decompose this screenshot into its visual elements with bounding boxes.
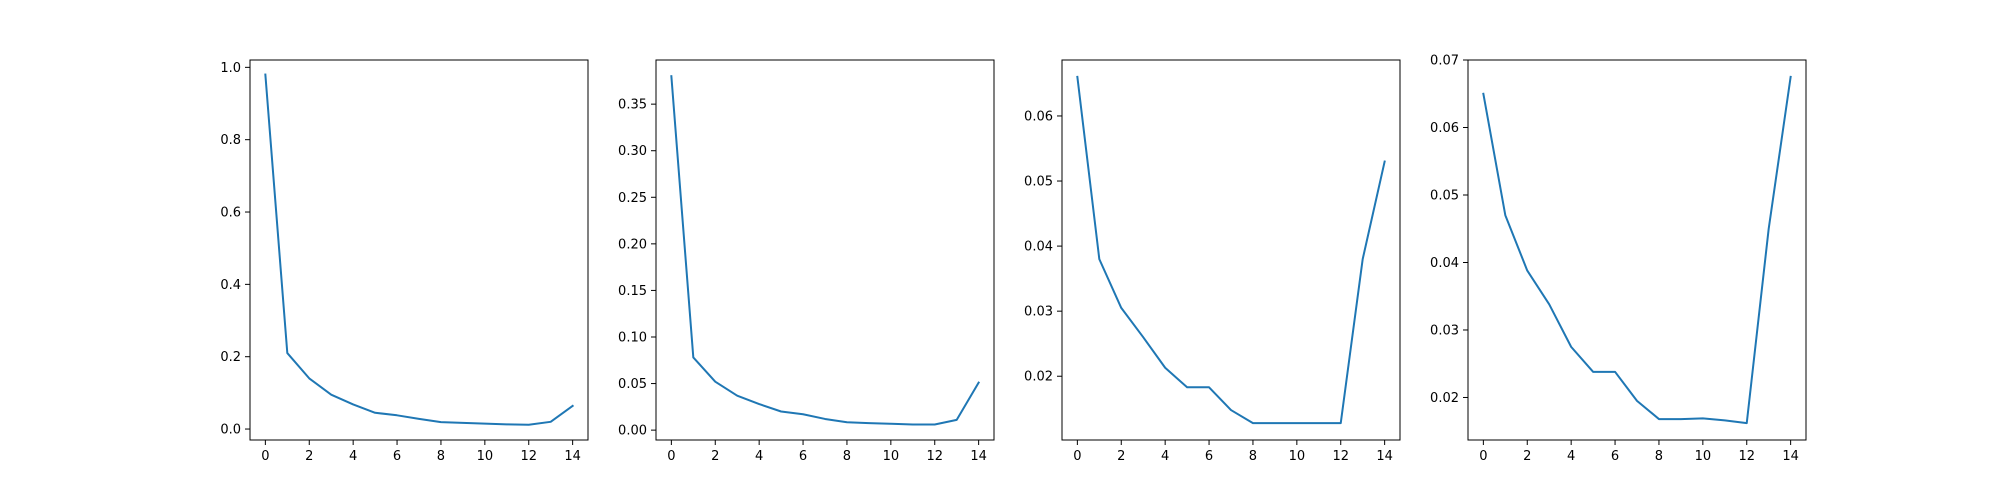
y-tick-label: 0.15 xyxy=(618,284,647,299)
x-tick-label: 0 xyxy=(1073,449,1081,464)
y-tick-label: 0.04 xyxy=(1430,256,1459,271)
x-tick-label: 12 xyxy=(520,449,537,464)
x-tick-label: 2 xyxy=(711,449,719,464)
y-tick-label: 1.0 xyxy=(220,61,241,76)
x-tick-label: 10 xyxy=(1289,449,1306,464)
x-tick-label: 4 xyxy=(1567,449,1575,464)
y-tick-label: 0.10 xyxy=(618,330,647,345)
x-tick-label: 12 xyxy=(1738,449,1755,464)
x-tick-label: 10 xyxy=(883,449,900,464)
x-tick-label: 6 xyxy=(393,449,401,464)
series-line xyxy=(1076,75,1386,425)
x-tick-label: 4 xyxy=(755,449,763,464)
y-tick-label: 0.05 xyxy=(1024,175,1053,190)
x-tick-label: 6 xyxy=(1611,449,1619,464)
plot-frame xyxy=(1467,59,1807,441)
x-tick-label: 14 xyxy=(970,449,987,464)
y-tick-label: 0.00 xyxy=(618,424,647,439)
y-tick-label: 0.02 xyxy=(1024,370,1053,385)
series-line xyxy=(264,73,575,426)
x-tick-label: 2 xyxy=(1523,449,1531,464)
x-tick-label: 14 xyxy=(1782,449,1799,464)
y-tick-label: 0.03 xyxy=(1430,323,1459,338)
series-line xyxy=(1482,75,1792,425)
plot-frame xyxy=(1061,59,1401,441)
y-tick-label: 0.6 xyxy=(220,206,241,221)
y-tick-label: 0.35 xyxy=(618,98,647,113)
y-tick-label: 0.03 xyxy=(1024,305,1053,320)
x-tick-label: 10 xyxy=(1695,449,1712,464)
x-tick-label: 10 xyxy=(477,449,494,464)
y-tick-label: 0.06 xyxy=(1024,109,1053,124)
x-tick-label: 8 xyxy=(843,449,851,464)
x-tick-label: 4 xyxy=(1161,449,1169,464)
y-tick-label: 0.05 xyxy=(1430,188,1459,203)
y-tick-label: 0.4 xyxy=(220,278,241,293)
x-tick-label: 2 xyxy=(305,449,313,464)
y-tick-label: 0.30 xyxy=(618,144,647,159)
x-tick-label: 8 xyxy=(1655,449,1663,464)
x-tick-label: 14 xyxy=(1376,449,1393,464)
y-tick-label: 0.04 xyxy=(1024,240,1053,255)
y-tick-label: 0.06 xyxy=(1430,121,1459,136)
x-tick-label: 4 xyxy=(349,449,357,464)
y-tick-label: 0.8 xyxy=(220,133,241,148)
x-tick-label: 6 xyxy=(799,449,807,464)
x-tick-label: 8 xyxy=(437,449,445,464)
x-tick-label: 8 xyxy=(1249,449,1257,464)
y-tick-label: 0.20 xyxy=(618,237,647,252)
y-tick-label: 0.05 xyxy=(618,377,647,392)
chart-panel-3: 0 2 4 6 8 10 12 14 0.02 0.03 0.04 0.05 0.06 xyxy=(1024,59,1401,464)
x-tick-label: 12 xyxy=(926,449,943,464)
x-tick-label: 12 xyxy=(1332,449,1349,464)
x-tick-label: 0 xyxy=(261,449,269,464)
chart-panel-2: 0 2 4 6 8 10 12 14 0.00 0.05 0.10 0.15 0.20 0.25 0.30 0… xyxy=(618,59,995,464)
x-tick-label: 6 xyxy=(1205,449,1213,464)
x-tick-label: 0 xyxy=(1479,449,1487,464)
plot-frame xyxy=(249,59,589,441)
x-tick-label: 0 xyxy=(667,449,675,464)
y-tick-label: 0.02 xyxy=(1430,391,1459,406)
plot-frame xyxy=(655,59,995,441)
y-tick-label: 0.07 xyxy=(1430,54,1459,69)
series-line xyxy=(670,75,981,426)
y-tick-label: 0.25 xyxy=(618,191,647,206)
x-tick-label: 14 xyxy=(564,449,581,464)
x-tick-label: 2 xyxy=(1117,449,1125,464)
chart-panel-4: 0 2 4 6 8 10 12 14 0.02 0.03 0.04 0.05 0.06 0.07 xyxy=(1430,54,1807,464)
y-tick-label: 0.0 xyxy=(220,423,241,438)
chart-panel-1: 0 2 4 6 8 10 12 14 0.0 0.2 0.4 0.6 0.8 1.0 xyxy=(220,59,589,464)
y-tick-label: 0.2 xyxy=(220,350,241,365)
